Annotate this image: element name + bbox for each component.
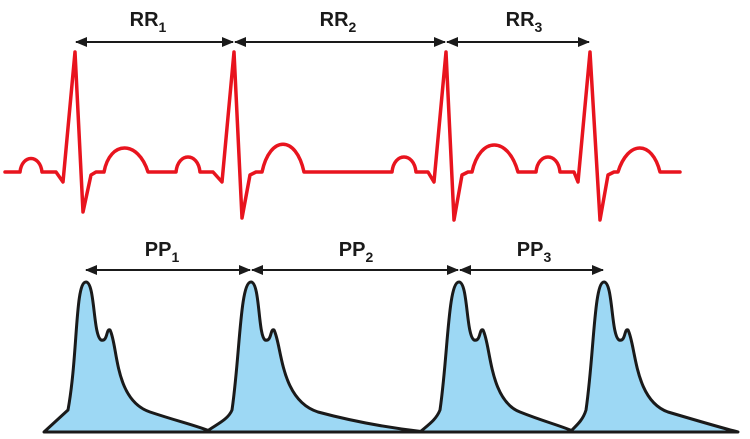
pp3-label: PP3	[517, 239, 552, 265]
rr1-label: RR1	[130, 9, 167, 35]
ppg-pulse-4	[568, 280, 740, 434]
pp1-label: PP1	[145, 239, 180, 265]
ppg-pulse-2	[204, 280, 427, 434]
rr2-label: RR2	[320, 9, 357, 35]
ecg-trace	[3, 50, 682, 222]
pp2-label: PP2	[339, 239, 374, 265]
ppg-pulse-3	[418, 280, 577, 434]
ppg-pulse-1	[42, 280, 214, 434]
ppg-waveform	[42, 280, 740, 434]
rr3-label: RR3	[506, 9, 543, 35]
